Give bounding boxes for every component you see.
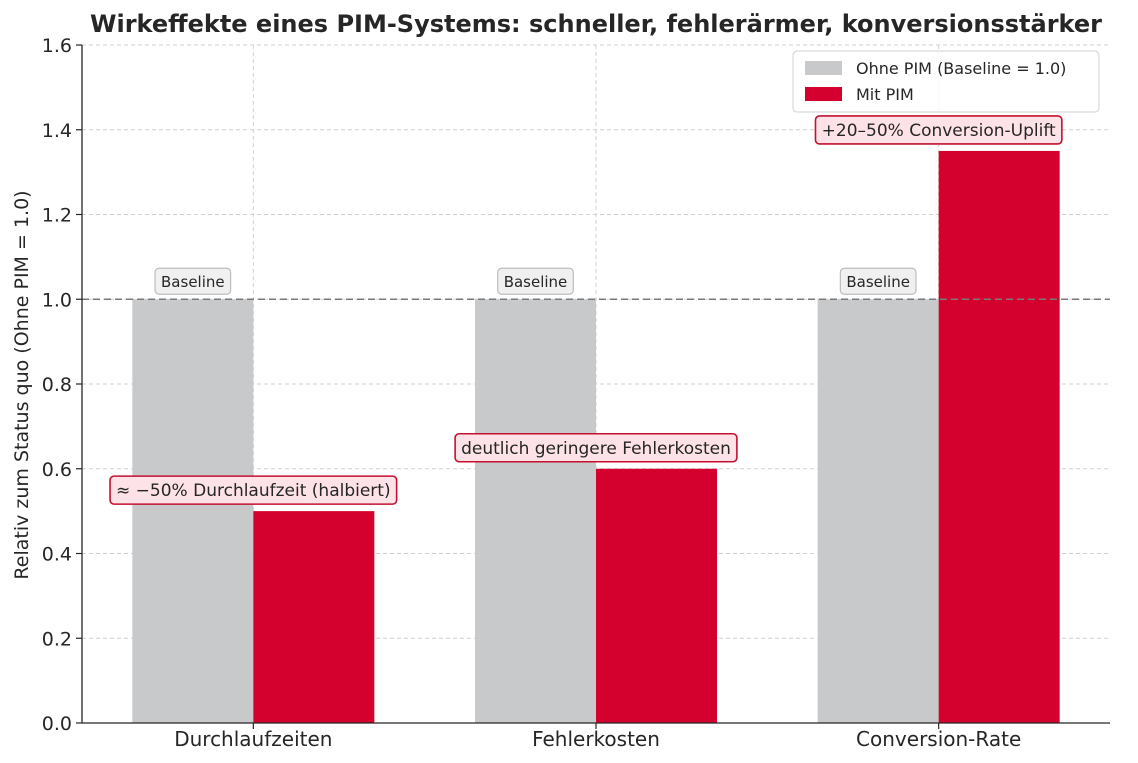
annotation-baseline: Baseline bbox=[839, 267, 917, 295]
y-tick-label: 1.4 bbox=[42, 120, 72, 142]
annotation-effect: +20–50% Conversion-Uplift bbox=[814, 115, 1063, 145]
annotation-text: Baseline bbox=[161, 273, 225, 291]
legend-label: Ohne PIM (Baseline = 1.0) bbox=[856, 59, 1066, 78]
y-axis-label: Relativ zum Status quo (Ohne PIM = 1.0) bbox=[11, 190, 33, 579]
annotation-text: ≈ −50% Durchlaufzeit (halbiert) bbox=[116, 481, 391, 501]
y-tick-label: 0.8 bbox=[42, 374, 72, 396]
y-tick-label: 0.2 bbox=[42, 628, 72, 650]
annotation-effect: deutlich geringere Fehlerkosten bbox=[454, 432, 738, 463]
annotation-effect: ≈ −50% Durchlaufzeit (halbiert) bbox=[109, 475, 398, 505]
annotation-box bbox=[154, 267, 232, 295]
y-tick-label: 0.6 bbox=[42, 459, 72, 481]
bar-mit-pim bbox=[596, 468, 717, 723]
bar-mit-pim bbox=[253, 511, 375, 723]
legend-box bbox=[792, 50, 1100, 113]
x-tick-label: Conversion-Rate bbox=[856, 727, 1021, 751]
annotation-box bbox=[839, 267, 917, 295]
legend-label: Mit PIM bbox=[856, 85, 914, 104]
y-tick-label: 1.6 bbox=[42, 35, 72, 57]
annotation-box bbox=[497, 267, 574, 295]
annotation-text: Baseline bbox=[504, 273, 568, 291]
x-tick-label: Durchlaufzeiten bbox=[174, 727, 332, 751]
bars bbox=[132, 150, 1060, 723]
annotation-box bbox=[454, 432, 738, 463]
bar-ohne-pim bbox=[132, 299, 254, 723]
chart-title: Wirkeffekte eines PIM-Systems: schneller… bbox=[90, 10, 1102, 38]
y-axis-ticks: 0.0 0.2 0.4 0.6 0.8 1.0 1.2 1.4 1.6 bbox=[42, 35, 82, 735]
annotations: Baseline Baseline Baseline ≈ −50% Durchlauf… bbox=[109, 115, 1063, 505]
bar-mit-pim bbox=[938, 150, 1060, 723]
legend: Ohne PIM (Baseline = 1.0) Mit PIM bbox=[792, 50, 1100, 113]
annotation-text: +20–50% Conversion-Uplift bbox=[822, 121, 1056, 141]
annotation-baseline: Baseline bbox=[497, 267, 574, 295]
x-axis-ticks: Durchlaufzeiten Fehlerkosten Conversion-Ra… bbox=[174, 723, 1021, 751]
y-tick-label: 0.4 bbox=[42, 544, 72, 566]
annotation-box bbox=[109, 475, 398, 505]
annotation-baseline: Baseline bbox=[154, 267, 232, 295]
bar-ohne-pim bbox=[475, 299, 596, 723]
y-tick-label: 1.0 bbox=[42, 289, 72, 311]
y-tick-label: 1.2 bbox=[42, 205, 72, 227]
annotation-text: deutlich geringere Fehlerkosten bbox=[461, 439, 731, 459]
x-tick-label: Fehlerkosten bbox=[532, 727, 660, 751]
annotation-box bbox=[814, 115, 1063, 145]
annotation-text: Baseline bbox=[846, 273, 910, 291]
bar-ohne-pim bbox=[817, 299, 939, 723]
legend-swatch bbox=[805, 87, 842, 101]
y-tick-label: 0.0 bbox=[42, 713, 72, 735]
legend-swatch bbox=[805, 61, 842, 75]
